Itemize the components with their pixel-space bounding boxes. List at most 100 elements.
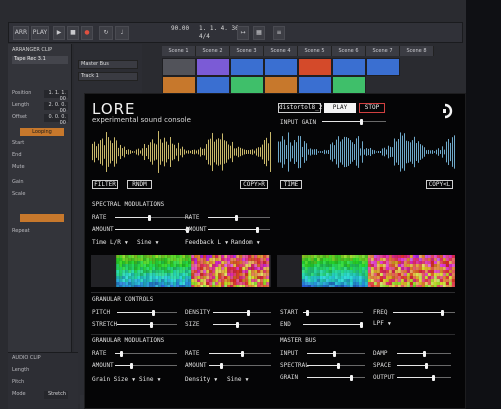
grid-icon[interactable]: ▦ xyxy=(253,26,265,40)
preset-field[interactable]: distortol8_2 xyxy=(278,103,323,113)
damp-slider[interactable] xyxy=(397,351,451,357)
end-slider[interactable] xyxy=(303,322,363,328)
copy-left-button[interactable]: COPY<L xyxy=(426,180,453,189)
arranger-button[interactable]: ARR xyxy=(13,26,29,40)
slider-knob[interactable] xyxy=(431,375,435,381)
stretch-slider[interactable] xyxy=(117,322,177,328)
clip-slot[interactable] xyxy=(332,58,366,76)
slider-knob[interactable] xyxy=(349,375,353,381)
audio-mode-row[interactable]: Mode Stretch xyxy=(12,391,68,399)
start-slider[interactable] xyxy=(303,310,363,316)
granular-left-amount-slider[interactable] xyxy=(115,363,177,369)
spectral-right-shape-select[interactable]: Random ▼ xyxy=(231,239,260,246)
slider-knob[interactable] xyxy=(256,227,260,233)
slider-knob[interactable] xyxy=(305,310,309,316)
clip-slot[interactable] xyxy=(162,58,196,76)
clip-slot[interactable] xyxy=(264,58,298,76)
track-header[interactable]: Track 1 xyxy=(78,72,138,81)
granular-right-shape-select[interactable]: Sine ▼ xyxy=(227,376,248,383)
slider-knob[interactable] xyxy=(150,322,154,328)
slider-knob[interactable] xyxy=(247,310,251,316)
spectral-left-rate-slider[interactable] xyxy=(115,215,191,221)
slider-knob[interactable] xyxy=(119,351,123,357)
clip-slot[interactable] xyxy=(230,58,264,76)
clip-position-value[interactable]: 1. 1. 1. 00 xyxy=(44,90,68,102)
slider-knob[interactable] xyxy=(425,363,429,369)
spectral-left-shape-select[interactable]: Sine ▼ xyxy=(137,239,158,246)
scene-header[interactable]: Scene 2 xyxy=(196,46,230,56)
slider-knob[interactable] xyxy=(185,227,189,233)
scene-header[interactable]: Scene 8 xyxy=(400,46,434,56)
density-slider[interactable] xyxy=(213,310,271,316)
clip-slot[interactable] xyxy=(264,76,298,94)
slider-knob[interactable] xyxy=(129,363,133,369)
clip-slot[interactable] xyxy=(196,58,230,76)
looping-toggle[interactable]: Looping xyxy=(20,128,64,136)
clip-slot[interactable] xyxy=(332,76,366,94)
clip-slot[interactable] xyxy=(298,58,332,76)
spectral-right-amount-slider[interactable] xyxy=(208,227,270,233)
spectral-right-rate-slider[interactable] xyxy=(208,215,270,221)
slider-knob[interactable] xyxy=(360,322,363,328)
slider-knob[interactable] xyxy=(236,322,240,328)
slider-knob[interactable] xyxy=(422,351,426,357)
clip-slot[interactable] xyxy=(230,76,264,94)
master-spectral-slider[interactable] xyxy=(307,363,365,369)
master-input-slider[interactable] xyxy=(307,351,365,357)
clip-position-row[interactable]: Position 1. 1. 1. 00 xyxy=(12,90,68,102)
pitch-slider[interactable] xyxy=(117,310,177,316)
slider-knob[interactable] xyxy=(241,351,245,357)
input-gain-slider[interactable] xyxy=(322,119,386,125)
granular-right-target-select[interactable]: Density ▼ xyxy=(185,376,217,383)
clip-length-value[interactable]: 2. 0. 0. 00 xyxy=(44,102,68,114)
time-signature[interactable]: 4/4 xyxy=(199,33,210,40)
filter-type-select[interactable]: LPF ▼ xyxy=(373,320,391,327)
space-slider[interactable] xyxy=(397,363,451,369)
time-button[interactable]: TIME xyxy=(280,180,302,189)
scene-header[interactable]: Scene 1 xyxy=(162,46,196,56)
scene-header[interactable]: Scene 5 xyxy=(298,46,332,56)
follow-icon[interactable]: ↦ xyxy=(237,26,249,40)
spectral-right-target-select[interactable]: Feedback L ▼ xyxy=(185,239,228,246)
copy-right-button[interactable]: COPY>R xyxy=(240,180,268,189)
mixer-icon[interactable]: ≡ xyxy=(273,26,285,40)
clip-length-row[interactable]: Length 2. 0. 0. 00 xyxy=(12,102,68,114)
clip-offset-row[interactable]: Offset 0. 0. 0. 00 xyxy=(12,114,68,126)
stop-icon[interactable]: ■ xyxy=(67,26,79,40)
slider-knob[interactable] xyxy=(147,215,151,221)
scene-header[interactable]: Scene 3 xyxy=(230,46,264,56)
metronome-icon[interactable]: ♩ xyxy=(115,26,129,40)
right-spectrogram-display[interactable] xyxy=(277,255,455,287)
play-mode-button[interactable]: PLAY xyxy=(31,26,49,40)
slider-knob[interactable] xyxy=(235,215,239,221)
right-waveform-display[interactable] xyxy=(277,130,455,174)
clip-slot[interactable] xyxy=(366,58,400,76)
granular-left-target-select[interactable]: Grain Size ▼ xyxy=(92,376,135,383)
clip-slot[interactable] xyxy=(196,76,230,94)
play-icon[interactable]: ▶ xyxy=(53,26,65,40)
track-header[interactable]: Master Bus xyxy=(78,60,138,69)
audio-mode-value[interactable]: Stretch xyxy=(44,391,68,399)
granular-left-shape-select[interactable]: Sine ▼ xyxy=(139,376,160,383)
clip-slot[interactable] xyxy=(298,76,332,94)
slider-knob[interactable] xyxy=(152,310,156,316)
slider-knob[interactable] xyxy=(359,119,363,125)
freq-slider[interactable] xyxy=(393,310,455,316)
clip-slot[interactable] xyxy=(162,76,196,94)
play-button[interactable]: PLAY xyxy=(324,103,356,113)
clip-offset-value[interactable]: 0. 0. 0. 00 xyxy=(44,114,68,126)
spectral-left-target-select[interactable]: Time L/R ▼ xyxy=(92,239,128,246)
scale-toggle[interactable] xyxy=(20,214,64,222)
granular-right-rate-slider[interactable] xyxy=(209,351,271,357)
stop-button[interactable]: STOP xyxy=(359,103,385,113)
random-button[interactable]: RNDM xyxy=(127,180,152,189)
filter-button[interactable]: FILTER xyxy=(92,180,118,189)
scene-header[interactable]: Scene 7 xyxy=(366,46,400,56)
left-spectrogram-display[interactable] xyxy=(91,255,271,287)
scene-header[interactable]: Scene 4 xyxy=(264,46,298,56)
slider-knob[interactable] xyxy=(219,363,223,369)
slider-knob[interactable] xyxy=(441,310,445,316)
clip-name[interactable]: Tape Rec 3.1 xyxy=(12,56,68,64)
granular-right-amount-slider[interactable] xyxy=(209,363,271,369)
spectral-left-amount-slider[interactable] xyxy=(115,227,191,233)
